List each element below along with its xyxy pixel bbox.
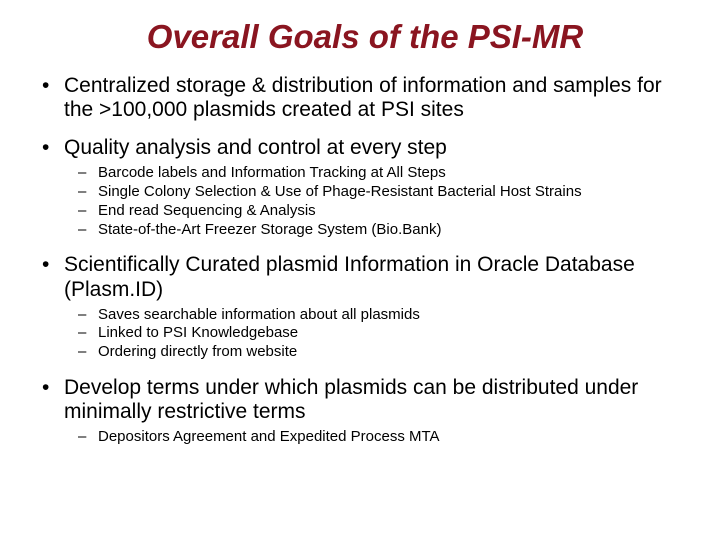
sub-list: Depositors Agreement and Expedited Proce… — [64, 428, 688, 447]
bullet-text: Quality analysis and control at every st… — [64, 136, 447, 159]
list-item: Develop terms under which plasmids can b… — [42, 376, 688, 447]
bullet-list: Centralized storage & distribution of in… — [42, 74, 688, 447]
sub-list-item: End read Sequencing & Analysis — [64, 202, 688, 221]
bullet-text: Scientifically Curated plasmid Informati… — [64, 253, 635, 300]
sub-list-item: Depositors Agreement and Expedited Proce… — [64, 428, 688, 447]
sub-list: Barcode labels and Information Tracking … — [64, 164, 688, 239]
sub-list: Saves searchable information about all p… — [64, 306, 688, 362]
sub-list-item: Barcode labels and Information Tracking … — [64, 164, 688, 183]
sub-list-item: Saves searchable information about all p… — [64, 306, 688, 325]
list-item: Centralized storage & distribution of in… — [42, 74, 688, 122]
list-item: Scientifically Curated plasmid Informati… — [42, 253, 688, 362]
sub-list-item: State-of-the-Art Freezer Storage System … — [64, 221, 688, 240]
slide-title: Overall Goals of the PSI-MR — [42, 18, 688, 56]
list-item: Quality analysis and control at every st… — [42, 136, 688, 239]
sub-list-item: Ordering directly from website — [64, 343, 688, 362]
sub-list-item: Linked to PSI Knowledgebase — [64, 324, 688, 343]
sub-list-item: Single Colony Selection & Use of Phage-R… — [64, 183, 688, 202]
bullet-text: Develop terms under which plasmids can b… — [64, 376, 638, 423]
bullet-text: Centralized storage & distribution of in… — [64, 74, 662, 121]
